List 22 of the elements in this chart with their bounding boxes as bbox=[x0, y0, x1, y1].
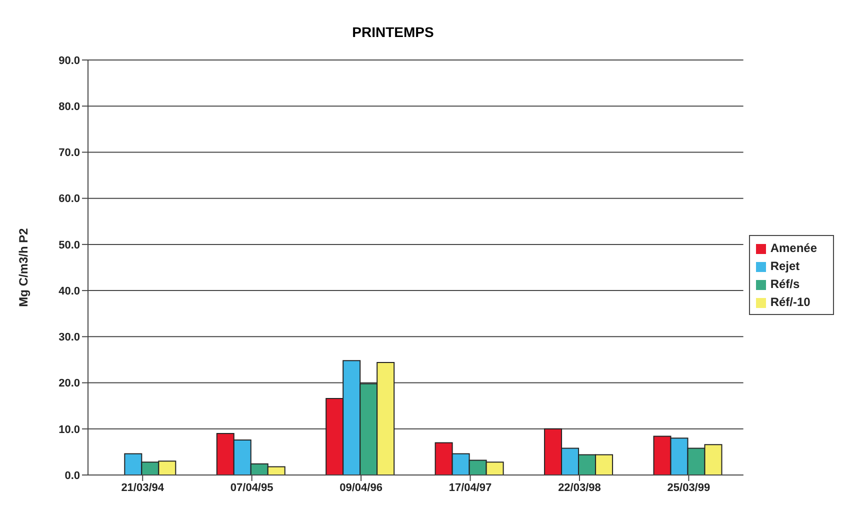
x-tick-label: 25/03/99 bbox=[667, 482, 710, 494]
legend-label: Amenée bbox=[770, 241, 817, 255]
chart-title: PRINTEMPS bbox=[351, 23, 435, 40]
legend-label: Rejet bbox=[770, 259, 800, 273]
x-tick-label: 21/03/94 bbox=[121, 482, 165, 494]
y-tick-label: 90.0 bbox=[58, 54, 80, 67]
y-axis-title: Mg C/m3/h P2 bbox=[16, 228, 30, 307]
y-tick-label: 70.0 bbox=[58, 147, 80, 160]
x-tick-label: 07/04/95 bbox=[230, 482, 274, 494]
y-tick-label: 50.0 bbox=[58, 239, 80, 252]
x-tick-label: 09/04/96 bbox=[340, 482, 382, 494]
y-tick-label: 0.0 bbox=[64, 470, 80, 482]
y-tick-label: 80.0 bbox=[58, 101, 80, 114]
y-tick-label: 30.0 bbox=[58, 332, 80, 344]
y-tick-label: 10.0 bbox=[58, 424, 80, 436]
legend-label: Réf/-10 bbox=[770, 295, 810, 309]
y-tick-label: 60.0 bbox=[58, 193, 80, 206]
legend-label: Réf/s bbox=[770, 277, 800, 291]
y-tick-label: 40.0 bbox=[58, 285, 80, 298]
x-tick-label: 17/04/97 bbox=[448, 482, 492, 494]
x-tick-label: 22/03/98 bbox=[558, 482, 601, 494]
y-tick-label: 20.0 bbox=[58, 378, 80, 390]
